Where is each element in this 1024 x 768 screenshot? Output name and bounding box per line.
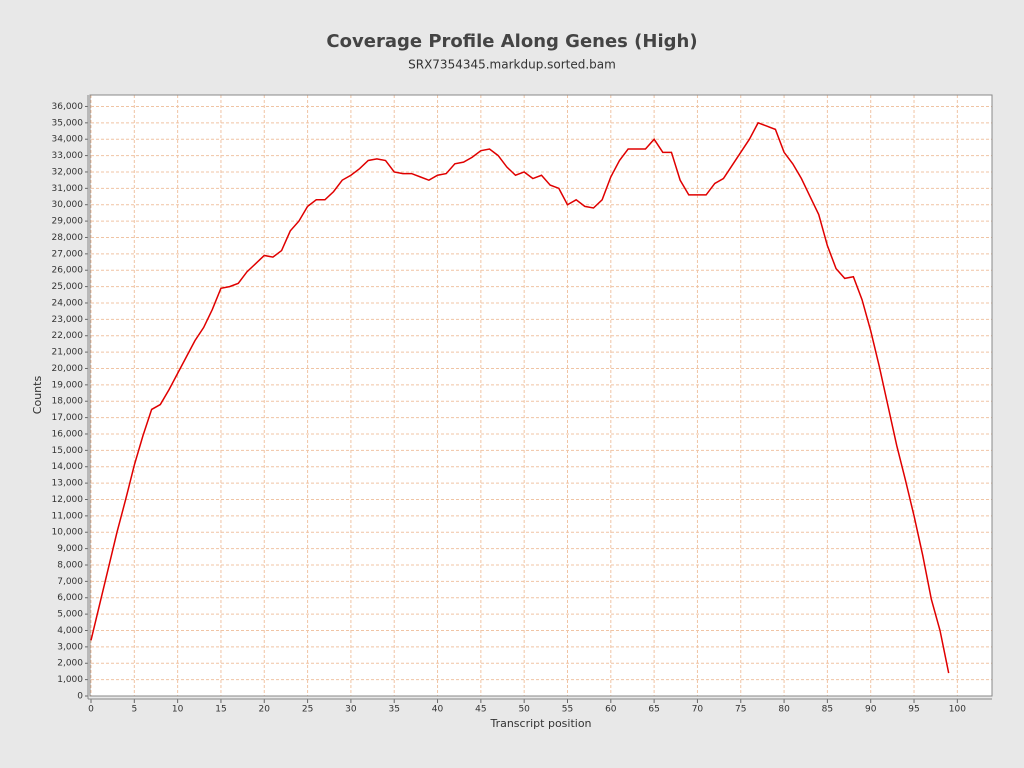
y-tick-label: 33,000 xyxy=(52,151,84,161)
y-tick-label: 2,000 xyxy=(57,659,83,669)
data-line xyxy=(90,121,950,674)
y-tick-label: 28,000 xyxy=(52,233,84,243)
plot-border xyxy=(89,94,993,697)
y-tick-label: 10,000 xyxy=(52,528,84,538)
x-tick-label: 25 xyxy=(302,705,313,715)
x-tick-label: 45 xyxy=(475,705,486,715)
y-tick-label: 25,000 xyxy=(52,282,84,292)
y-tick-label: 8,000 xyxy=(57,560,83,570)
x-tick-label: 10 xyxy=(172,705,184,715)
x-tick-label: 90 xyxy=(865,705,877,715)
y-axis-label: Counts xyxy=(31,376,44,415)
x-tick-label: 30 xyxy=(345,705,357,715)
chart-title: Coverage Profile Along Genes (High) xyxy=(326,31,697,52)
y-tick-label: 23,000 xyxy=(52,315,84,325)
x-tick-label: 40 xyxy=(432,705,444,715)
y-tick-label: 9,000 xyxy=(57,544,83,554)
y-tick-label: 34,000 xyxy=(52,135,84,145)
x-tick-label: 95 xyxy=(908,705,919,715)
x-tick-label: 20 xyxy=(259,705,271,715)
y-tick-label: 36,000 xyxy=(52,102,84,112)
plot-area xyxy=(90,95,992,696)
y-tick-label: 0 xyxy=(77,692,83,702)
y-tick-label: 30,000 xyxy=(52,200,84,210)
x-tick-label: 5 xyxy=(131,705,137,715)
y-tick-label: 18,000 xyxy=(52,397,84,407)
x-tick-label: 50 xyxy=(518,705,530,715)
y-tick-label: 17,000 xyxy=(52,413,84,423)
x-tick-label: 100 xyxy=(949,705,966,715)
y-tick-label: 32,000 xyxy=(52,167,84,177)
y-tick-label: 21,000 xyxy=(52,348,84,358)
x-tick-label: 65 xyxy=(648,705,659,715)
y-tick-label: 20,000 xyxy=(52,364,84,374)
x-tick-label: 55 xyxy=(562,705,573,715)
y-tick-label: 24,000 xyxy=(52,298,84,308)
y-tick-label: 27,000 xyxy=(52,249,84,259)
y-tick-label: 5,000 xyxy=(57,610,83,620)
x-tick-label: 0 xyxy=(88,705,94,715)
x-tick-label: 85 xyxy=(822,705,833,715)
x-axis-label: Transcript position xyxy=(489,717,591,730)
y-tick-label: 3,000 xyxy=(57,642,83,652)
y-tick-label: 19,000 xyxy=(52,380,84,390)
y-tick-label: 26,000 xyxy=(52,266,84,276)
y-tick-label: 14,000 xyxy=(52,462,84,472)
y-tick-label: 13,000 xyxy=(52,479,84,489)
y-tick-label: 22,000 xyxy=(52,331,84,341)
y-tick-label: 1,000 xyxy=(57,675,83,685)
y-tick-label: 11,000 xyxy=(52,511,84,521)
y-tick-label: 7,000 xyxy=(57,577,83,587)
y-tick-label: 31,000 xyxy=(52,184,84,194)
x-tick-label: 35 xyxy=(388,705,399,715)
x-tick-label: 80 xyxy=(778,705,790,715)
y-tick-label: 16,000 xyxy=(52,429,84,439)
y-tick-label: 12,000 xyxy=(52,495,84,505)
y-tick-label: 15,000 xyxy=(52,446,84,456)
x-tick-label: 60 xyxy=(605,705,617,715)
x-tick-label: 15 xyxy=(215,705,226,715)
x-tick-label: 70 xyxy=(692,705,704,715)
y-tick-label: 35,000 xyxy=(52,118,84,128)
y-tick-label: 4,000 xyxy=(57,626,83,636)
y-tick-label: 29,000 xyxy=(52,217,84,227)
y-tick-label: 6,000 xyxy=(57,593,83,603)
chart-subtitle: SRX7354345.markdup.sorted.bam xyxy=(408,58,616,72)
x-tick-label: 75 xyxy=(735,705,746,715)
